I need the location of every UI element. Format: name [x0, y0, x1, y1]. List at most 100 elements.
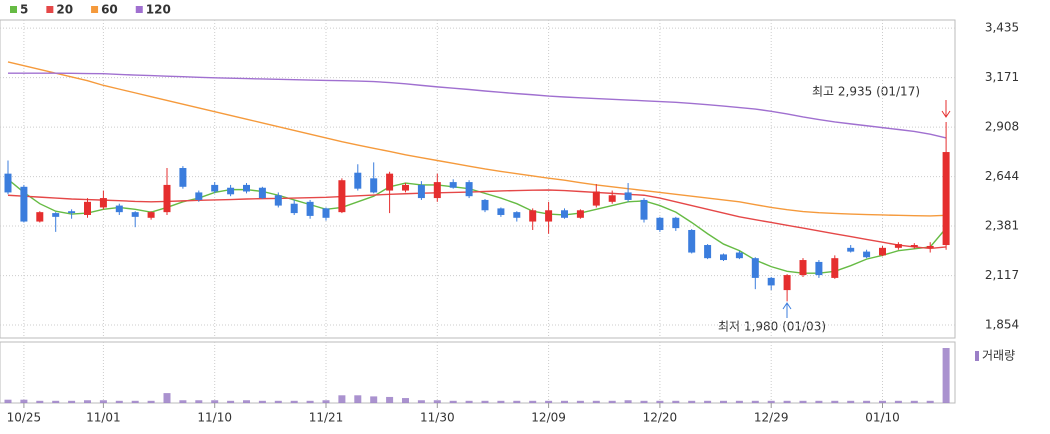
candle-body	[926, 245, 934, 248]
candle-body	[799, 260, 807, 276]
candle-body	[52, 213, 60, 217]
volume-bar	[481, 400, 489, 403]
candle-body	[211, 184, 219, 192]
x-tick-label: 12/09	[531, 411, 566, 425]
volume-bar	[84, 400, 91, 403]
volume-bar	[879, 400, 886, 403]
ma-line	[7, 189, 947, 250]
candle-body	[131, 212, 139, 217]
candle-body	[624, 192, 632, 200]
x-tick-label: 12/20	[643, 411, 678, 425]
legend-swatch	[135, 6, 143, 13]
y-tick-label: 3,435	[985, 21, 1019, 35]
candle-body	[640, 199, 648, 220]
volume-bar	[322, 400, 330, 403]
volume-bar	[942, 348, 950, 403]
volume-bar	[863, 400, 871, 403]
volume-bar	[767, 400, 775, 403]
legend-label: 20	[56, 3, 73, 17]
volume-bar	[465, 400, 473, 403]
volume-bar	[354, 395, 362, 403]
candle-body	[735, 252, 743, 259]
volume-bar	[815, 400, 823, 403]
candle-body	[863, 251, 871, 258]
candle-body	[576, 210, 584, 218]
y-tick-label: 3,171	[985, 70, 1019, 84]
volume-bar	[243, 400, 250, 403]
candle-body	[99, 198, 107, 208]
volume-bar	[227, 400, 235, 403]
low-annotation: 최저 1,980 (01/03)	[718, 320, 826, 334]
volume-bar	[847, 400, 855, 403]
x-tick-label: 12/29	[754, 411, 789, 425]
candle-body	[20, 186, 28, 222]
candle-body	[720, 254, 727, 261]
candle-body	[417, 184, 425, 199]
candle-body	[449, 182, 457, 188]
volume-bar	[926, 400, 934, 403]
candle-body	[688, 229, 696, 253]
volume-legend-swatch	[975, 351, 979, 361]
volume-bar	[894, 400, 902, 403]
y-tick-label: 2,644	[985, 169, 1019, 183]
volume-bar	[290, 400, 298, 403]
candle-body	[751, 258, 759, 278]
y-tick-label: 1,854	[985, 318, 1019, 332]
candle-body	[322, 208, 330, 218]
candle-body	[592, 191, 600, 206]
candle-body	[879, 247, 886, 256]
candle-body	[195, 192, 203, 200]
high-arrow	[941, 100, 951, 118]
candle-body	[497, 208, 505, 215]
candle-body	[402, 184, 409, 191]
candle-body	[433, 182, 441, 199]
candle-body	[338, 180, 346, 213]
y-tick-label: 2,908	[985, 120, 1019, 134]
candle-body	[656, 217, 664, 230]
volume-bar	[720, 400, 727, 403]
candle-body	[465, 182, 473, 197]
candle-body	[513, 212, 521, 218]
volume-bar	[688, 400, 696, 403]
volume-bar	[640, 400, 648, 403]
candle-body	[561, 210, 568, 218]
candle-body	[910, 245, 918, 247]
volume-bar	[561, 400, 568, 403]
candle-body	[783, 275, 791, 291]
volume-bar	[370, 396, 378, 403]
volume-bar	[672, 400, 680, 403]
x-tick-label: 11/30	[420, 411, 455, 425]
volume-bar	[704, 400, 712, 403]
y-tick-label: 2,117	[985, 268, 1019, 282]
candle-body	[354, 172, 362, 189]
y-tick-label: 2,381	[985, 219, 1019, 233]
volume-bar	[624, 400, 632, 403]
candle-body	[274, 195, 282, 206]
candle-body	[672, 217, 680, 229]
volume-bar	[497, 400, 505, 403]
volume-bar	[68, 400, 76, 403]
candle-body	[704, 245, 712, 259]
x-tick-label: 11/01	[86, 411, 121, 425]
candle-body	[831, 258, 839, 278]
candle-body	[243, 184, 250, 192]
candle-body	[894, 244, 902, 248]
candle-body	[290, 203, 298, 214]
volume-bar	[656, 400, 664, 403]
candle-body	[608, 195, 616, 202]
volume-bar	[163, 393, 171, 403]
volume-bar	[449, 400, 457, 403]
volume-bar	[306, 400, 314, 403]
low-arrow	[782, 302, 792, 318]
volume-bar	[402, 398, 409, 403]
x-tick-label: 11/10	[197, 411, 232, 425]
volume-bar	[179, 400, 187, 403]
legend-swatch	[91, 6, 99, 13]
volume-bar	[4, 399, 12, 403]
candle-body	[386, 173, 394, 191]
volume-legend: 거래량	[982, 349, 1015, 363]
volume-bar	[751, 400, 759, 403]
volume-bar	[386, 396, 394, 403]
volume-bar	[115, 400, 123, 403]
